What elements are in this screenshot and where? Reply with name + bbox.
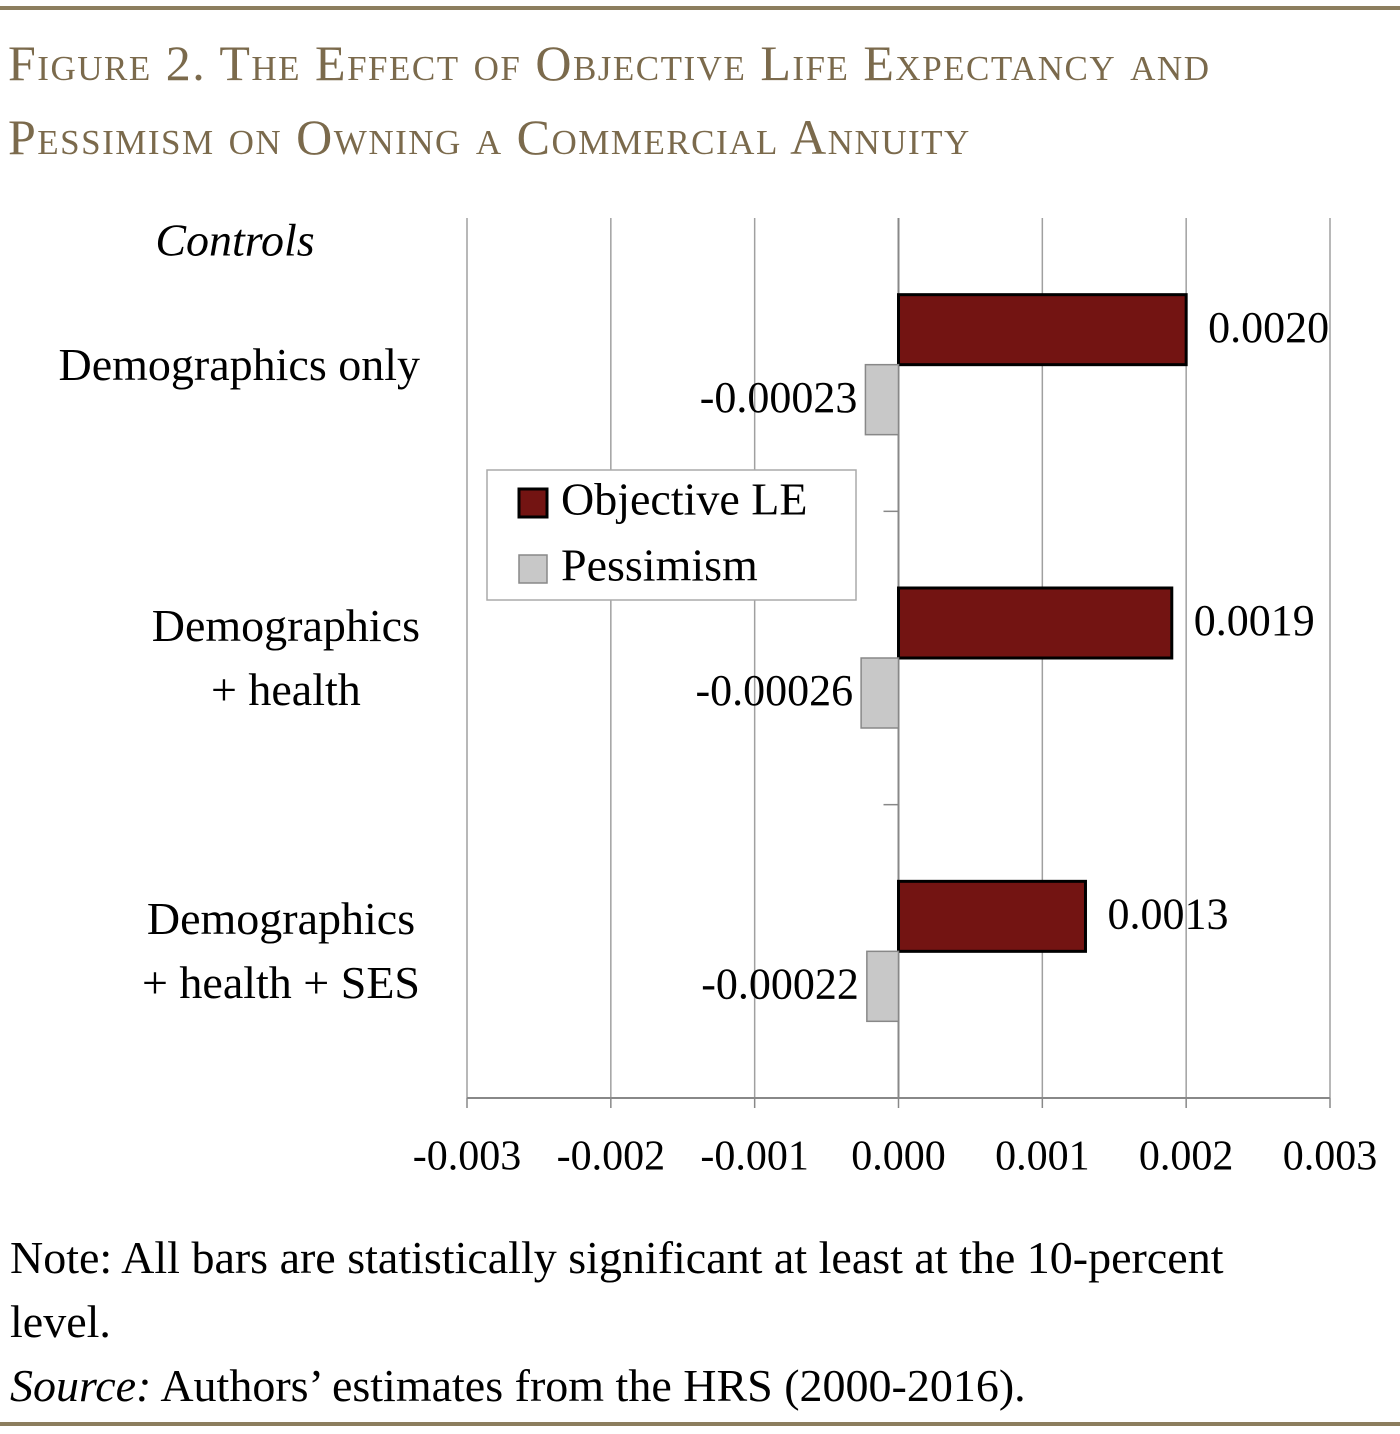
bar [866,950,900,1023]
note: Note: All bars are statistically signifi… [10,1232,1224,1347]
bar [897,586,1174,660]
x-tick-label: 0.002 [1139,1134,1234,1180]
bar [897,293,1188,367]
source-line: Source: Authors’ estimates from the HRS … [10,1354,1280,1418]
value-label: -0.00026 [695,666,853,715]
value-label: -0.00022 [701,959,859,1008]
x-tick-label: 0.003 [1283,1134,1378,1180]
bar [860,657,900,729]
x-tick-label: -0.001 [700,1134,809,1180]
x-tick-label: 0.001 [995,1134,1090,1180]
y-tick-label: Demographics + health [151,600,420,715]
bar [897,879,1087,953]
legend-swatch [518,554,548,584]
legend-swatch [517,487,549,519]
bar [864,363,900,436]
value-label: 0.0020 [1208,303,1329,352]
y-tick-label: Demographics only [58,338,420,390]
x-tick-label: 0.000 [851,1134,946,1180]
value-label: -0.00023 [700,373,858,422]
y-tick-label: Demographics + health + SES [141,893,420,1009]
bottom-rule [0,1422,1400,1426]
x-tick-label: -0.003 [413,1134,522,1180]
legend-label: Pessimism [561,540,758,591]
chart-title: Figure 2. The Effect of Objective Life E… [8,35,1211,165]
source-label: Source: [10,1360,152,1411]
value-label: 0.0013 [1107,889,1228,938]
x-tick-label: -0.002 [557,1134,666,1180]
top-rule [0,6,1400,10]
value-label: 0.0019 [1194,596,1315,645]
source: Authors’ estimates from the HRS (2000-20… [160,1360,1026,1411]
notes: Note: All bars are statistically signifi… [10,1226,1280,1418]
y-axis-label: Controls [155,215,314,266]
legend-label: Objective LE [561,474,808,525]
